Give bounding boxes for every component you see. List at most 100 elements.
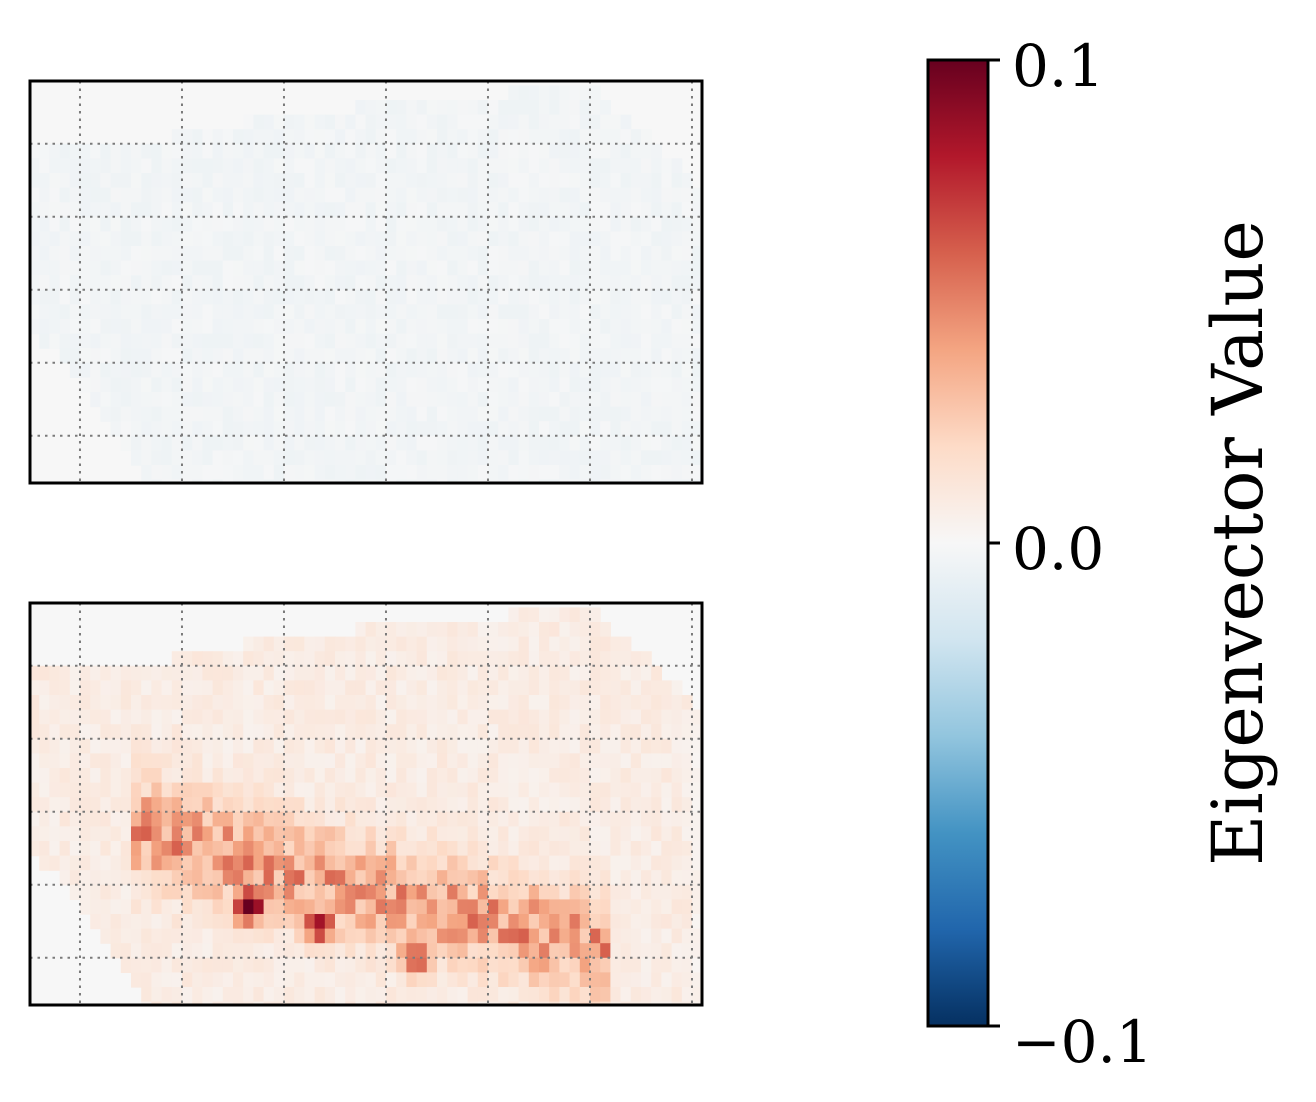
field-cell — [519, 1060, 530, 1075]
field-cell — [171, 216, 183, 232]
field-cell — [233, 435, 244, 451]
field-cell — [457, 479, 469, 483]
field-cell — [539, 538, 550, 553]
field-cell — [253, 377, 265, 393]
field-cell — [396, 348, 407, 364]
field-cell — [141, 319, 152, 335]
field-cell — [304, 870, 316, 886]
field-cell — [528, 972, 540, 988]
field-cell — [610, 348, 622, 364]
field-cell — [100, 709, 112, 725]
field-cell — [253, 753, 265, 769]
field-cell — [273, 884, 285, 900]
field-cell — [661, 1075, 672, 1090]
field-cell — [386, 797, 397, 813]
field-cell — [345, 114, 356, 130]
field-cell — [569, 695, 581, 711]
field-cell — [417, 1060, 428, 1075]
field-cell — [651, 275, 662, 291]
field-cell — [600, 100, 611, 116]
field-cell — [39, 158, 50, 174]
field-cell — [273, 987, 285, 1003]
field-cell — [692, 362, 702, 378]
field-cell — [294, 362, 305, 378]
field-cell — [406, 260, 418, 276]
field-cell — [80, 768, 91, 784]
field-cell — [549, 348, 560, 364]
field-cell — [549, 943, 560, 959]
field-cell — [30, 826, 40, 842]
field-cell — [233, 695, 244, 711]
field-cell — [314, 841, 326, 857]
field-cell — [182, 826, 193, 842]
field-cell — [243, 523, 254, 538]
field-cell — [335, 362, 346, 378]
field-cell — [559, 553, 570, 568]
field-cell — [151, 1031, 162, 1046]
field-cell — [120, 957, 132, 973]
field-cell — [202, 362, 214, 378]
field-cell — [212, 870, 224, 886]
field-cell — [314, 972, 326, 988]
field-cell — [426, 231, 438, 247]
field-cell — [426, 246, 438, 262]
field-cell — [528, 246, 540, 262]
field-cell — [213, 523, 224, 538]
field-cell — [182, 797, 193, 813]
field-cell — [477, 260, 489, 276]
field-cell — [30, 695, 40, 711]
field-cell — [590, 1001, 601, 1005]
field-cell — [182, 275, 193, 291]
field-cell — [335, 1060, 346, 1075]
field-cell — [253, 987, 265, 1003]
field-cell — [406, 797, 418, 813]
field-cell — [600, 143, 611, 159]
field-cell — [263, 709, 275, 725]
field-cell — [559, 377, 571, 393]
field-cell — [304, 187, 316, 203]
field-cell — [335, 636, 346, 652]
field-cell — [508, 972, 520, 988]
field-cell — [406, 1001, 418, 1005]
field-cell — [529, 538, 540, 553]
field-cell — [213, 1075, 224, 1090]
field-cell — [580, 553, 591, 568]
field-cell — [528, 465, 540, 481]
field-cell — [386, 392, 397, 408]
field-cell — [131, 972, 142, 988]
field-cell — [192, 943, 203, 959]
field-cell — [406, 406, 418, 422]
field-cell — [681, 987, 693, 1003]
field-cell — [590, 1031, 601, 1046]
field-cell — [202, 899, 214, 915]
field-cell — [396, 855, 407, 871]
field-cell — [222, 129, 234, 145]
field-cell — [539, 782, 550, 798]
field-cell — [396, 797, 407, 813]
field-cell — [396, 1060, 407, 1075]
field-cell — [212, 319, 224, 335]
field-cell — [243, 582, 254, 597]
field-cell — [569, 246, 581, 262]
field-cell — [365, 275, 377, 291]
field-cell — [559, 421, 571, 437]
field-cell — [600, 246, 611, 262]
field-cell — [406, 695, 418, 711]
field-cell — [467, 665, 479, 681]
field-cell — [304, 304, 316, 320]
field-cell — [294, 724, 305, 740]
field-cell — [223, 523, 234, 538]
field-cell — [59, 275, 71, 291]
field-cell — [457, 231, 469, 247]
field-cell — [345, 523, 356, 538]
field-cell — [437, 724, 448, 740]
field-cell — [294, 636, 305, 652]
field-cell — [671, 724, 683, 740]
field-cell — [528, 826, 540, 842]
field-cell — [355, 957, 367, 973]
field-cell — [508, 348, 520, 364]
field-cell — [274, 523, 285, 538]
field-cell — [539, 114, 550, 130]
field-cell — [345, 665, 356, 681]
field-cell — [386, 289, 397, 305]
